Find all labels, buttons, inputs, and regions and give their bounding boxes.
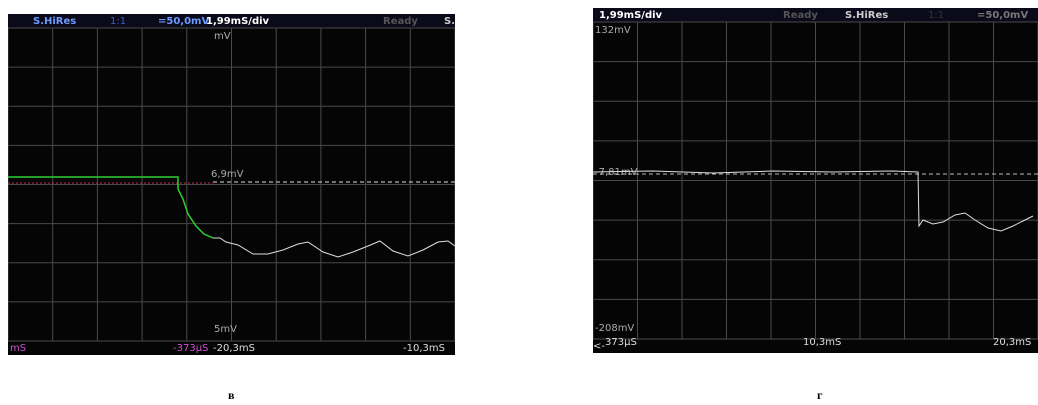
level-bottom: 5mV <box>214 324 237 335</box>
page: {"panels": [ {"header": {"mode": "S.HiRe… <box>0 0 1038 405</box>
caption: в <box>228 388 234 403</box>
scope-panel: S.HiRes 1:1 =50,0mV 1,99mS/div Ready S. … <box>8 14 455 355</box>
footer-arrow: <- <box>593 341 605 352</box>
footer-mid: 10,3mS <box>803 337 841 348</box>
level-bottom: -208mV <box>595 323 634 334</box>
mode: S.HiRes <box>33 16 76 27</box>
footer-end: 20,3mS <box>993 337 1031 348</box>
level-middle: 6,9mV <box>211 169 244 180</box>
scope-panel: 1,99mS/div Ready S.HiRes 1:1 =50,0mV 132… <box>593 8 1038 353</box>
scale: =50,0mV <box>977 10 1028 21</box>
scale: =50,0mV <box>158 16 209 27</box>
coupling: 1:1 <box>110 16 126 27</box>
status: Ready <box>783 10 818 21</box>
timebase: 1,99mS/div <box>599 10 663 21</box>
footer-start: -20,3mS <box>213 343 255 354</box>
level-top: mV <box>214 31 231 42</box>
level-top: 132mV <box>595 25 631 36</box>
mode: S.HiRes <box>845 10 888 21</box>
caption: г <box>817 388 822 403</box>
footer-left: mS <box>10 343 26 354</box>
footer-marker: 373µS <box>605 337 637 348</box>
extra: S. <box>444 16 455 27</box>
footer-marker: -373µS <box>173 343 208 354</box>
level-middle: -7,81mV <box>595 167 638 178</box>
coupling: 1:1 <box>928 10 944 21</box>
timebase: 1,99mS/div <box>206 16 270 27</box>
status: Ready <box>383 16 418 27</box>
footer-end: -10,3mS <box>403 343 445 354</box>
